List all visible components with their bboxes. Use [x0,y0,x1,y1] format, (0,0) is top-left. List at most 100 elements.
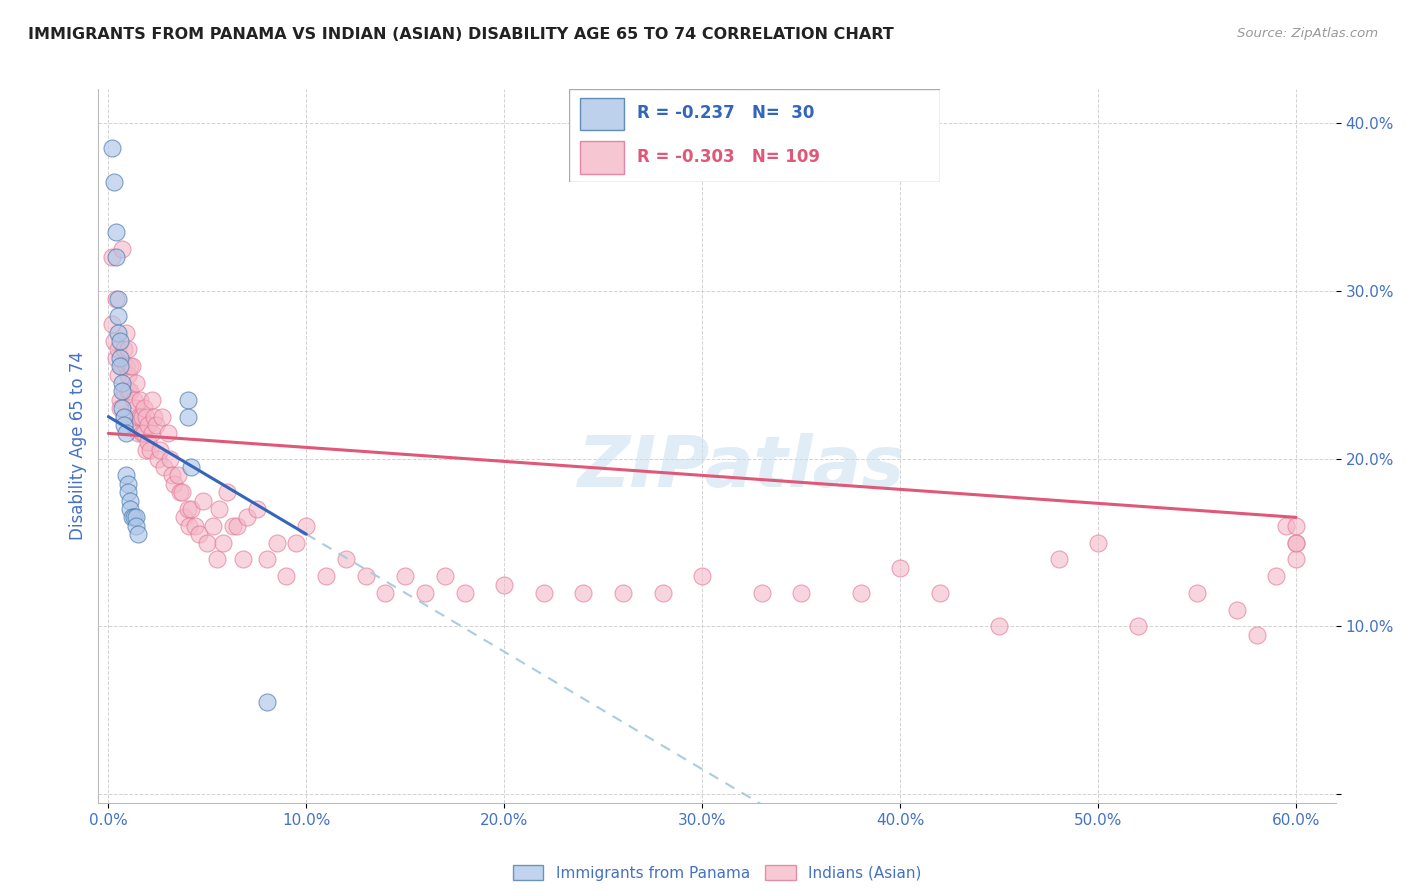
Text: Source: ZipAtlas.com: Source: ZipAtlas.com [1237,27,1378,40]
Point [101,318,124,332]
Point [222,518,245,533]
Point [136,434,159,449]
Point [103,334,125,348]
Point [1246,628,1268,642]
Point [108,401,131,416]
Point [988,619,1011,633]
Point [120,359,142,374]
Point [117,384,139,399]
Point [146,451,169,466]
Text: ZIPatlas: ZIPatlas [578,433,905,502]
Point [202,518,225,533]
Point [131,426,153,441]
Point [107,368,129,382]
Point [112,409,135,424]
Point [112,409,135,424]
Point [169,485,191,500]
Point [111,401,134,416]
Point [108,334,131,348]
Point [179,518,201,533]
Point [117,485,139,500]
Point [1126,619,1149,633]
Point [159,451,181,466]
Point [193,493,215,508]
Point [141,392,163,407]
Point [295,518,318,533]
Point [1226,603,1249,617]
Point [120,502,142,516]
Point [266,535,288,549]
Point [176,409,198,424]
Point [136,417,159,432]
Point [129,409,152,424]
Point [115,426,138,441]
Point [176,392,198,407]
Point [226,518,249,533]
Point [112,343,135,357]
Point [246,502,269,516]
Point [105,250,128,264]
Point [120,384,142,399]
Point [1265,569,1288,583]
Point [122,392,145,407]
Point [354,569,377,583]
Point [690,569,713,583]
Point [195,535,218,549]
Y-axis label: Disability Age 65 to 74: Disability Age 65 to 74 [69,351,87,541]
Point [232,552,254,566]
Point [122,417,145,432]
Point [180,502,202,516]
Point [131,409,153,424]
Point [111,359,134,374]
Point [141,426,163,441]
Point [121,510,143,524]
Point [651,586,673,600]
Point [125,518,148,533]
Point [127,409,149,424]
Point [107,292,129,306]
Point [152,460,174,475]
Point [139,443,162,458]
Point [108,392,131,407]
Point [1275,518,1298,533]
Point [205,552,228,566]
Point [285,535,308,549]
Point [156,426,179,441]
Point [236,510,259,524]
Legend: Immigrants from Panama, Indians (Asian): Immigrants from Panama, Indians (Asian) [513,865,921,880]
Point [173,510,195,524]
Point [1285,518,1308,533]
Point [335,552,357,566]
Point [145,417,167,432]
Point [1087,535,1109,549]
Point [149,443,172,458]
Text: IMMIGRANTS FROM PANAMA VS INDIAN (ASIAN) DISABILITY AGE 65 TO 74 CORRELATION CHA: IMMIGRANTS FROM PANAMA VS INDIAN (ASIAN)… [28,27,894,42]
Point [125,510,148,524]
Point [108,359,131,374]
Point [107,326,129,340]
Point [849,586,872,600]
Point [433,569,456,583]
Point [572,586,595,600]
Point [170,485,193,500]
Point [217,485,239,500]
Point [163,476,186,491]
Point [166,468,188,483]
Point [212,535,235,549]
Point [1285,535,1308,549]
Point [125,401,148,416]
Point [117,368,139,382]
Point [889,560,911,574]
Point [394,569,416,583]
Point [115,359,138,374]
Point [150,409,173,424]
Point [176,502,198,516]
Point [256,552,278,566]
Point [108,351,131,365]
Point [112,384,135,399]
Point [374,586,396,600]
Point [188,527,211,541]
Point [111,384,134,399]
Point [1285,535,1308,549]
Point [112,417,135,432]
